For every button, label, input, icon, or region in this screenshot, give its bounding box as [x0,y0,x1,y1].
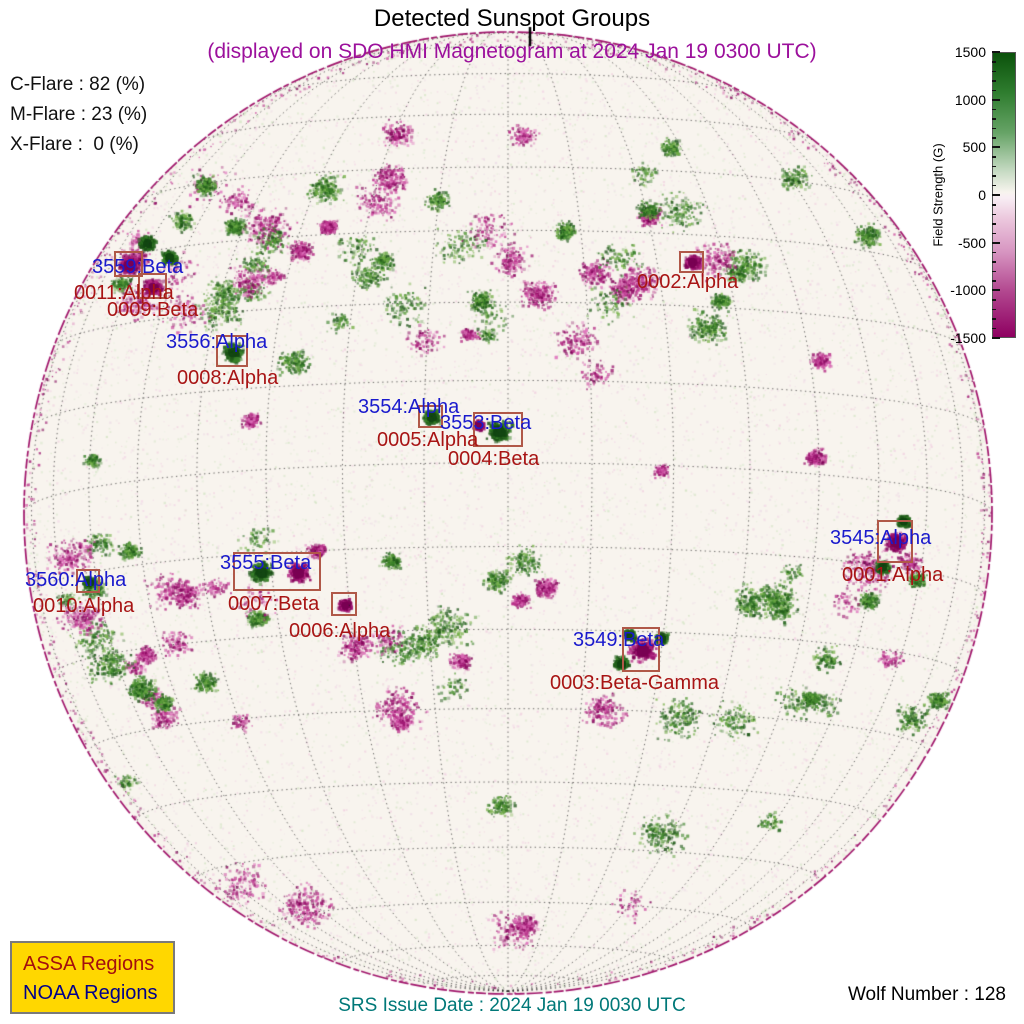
subtitle: (displayed on SDO HMI Magnetogram at 202… [207,40,817,63]
legend-noaa-label: NOAA Regions [23,982,158,1004]
assa-region-label: 0004:Beta [448,448,540,470]
assa-region-label: 0009:Beta [107,299,199,321]
region-box [114,251,143,277]
noaa-region-label: 3560:Alpha [25,569,127,591]
noaa-region-label: 3556:Alpha [166,331,268,353]
noaa-region-label: 3559:Beta [92,256,184,278]
region-box [233,552,321,591]
region-box [418,405,443,428]
assa-region-label: 0011:Alpha [74,282,174,304]
region-box [216,335,248,367]
region-box [473,412,523,447]
region-box [622,627,660,672]
c-flare-probability: C-Flare : 82 (%) [10,74,146,95]
assa-region-label: 0010:Alpha [33,595,135,617]
srs-issue-date: SRS Issue Date : 2024 Jan 19 0030 UTC [338,995,686,1016]
legend-box: ASSA Regions NOAA Regions [10,941,175,1014]
assa-region-label: 0003:Beta-Gamma [550,672,719,694]
noaa-region-label: 3549:Beta [573,629,665,651]
m-flare-probability: M-Flare : 23 (%) [10,104,148,125]
wolf-number: Wolf Number : 128 [847,984,1006,1005]
assa-region-label: 0005:Alpha [377,429,479,451]
assa-region-label: 0002:Alpha [637,271,739,293]
region-box [76,569,100,593]
region-box [331,592,357,616]
region-box [679,251,704,273]
noaa-region-label: 3555:Beta [220,552,312,574]
assa-region-label: 0008:Alpha [177,367,279,389]
assa-region-label: 0006:Alpha [289,620,391,642]
page-title: Detected Sunspot Groups [373,5,651,32]
noaa-region-label: 3553:Beta [440,412,532,434]
noaa-region-label: 3545:Alpha [830,527,932,549]
x-flare-probability: X-Flare : 0 (%) [10,134,139,155]
legend-assa-label: ASSA Regions [23,953,155,975]
region-box [877,520,913,563]
noaa-region-label: 3554:Alpha [358,396,460,418]
flare-probability-panel: C-Flare : 82 (%) M-Flare : 23 (%) X-Flar… [10,70,147,160]
assa-region-label: 0001:Alpha [842,564,944,586]
assa-region-label: 0007:Beta [228,593,320,615]
region-box [138,273,167,299]
